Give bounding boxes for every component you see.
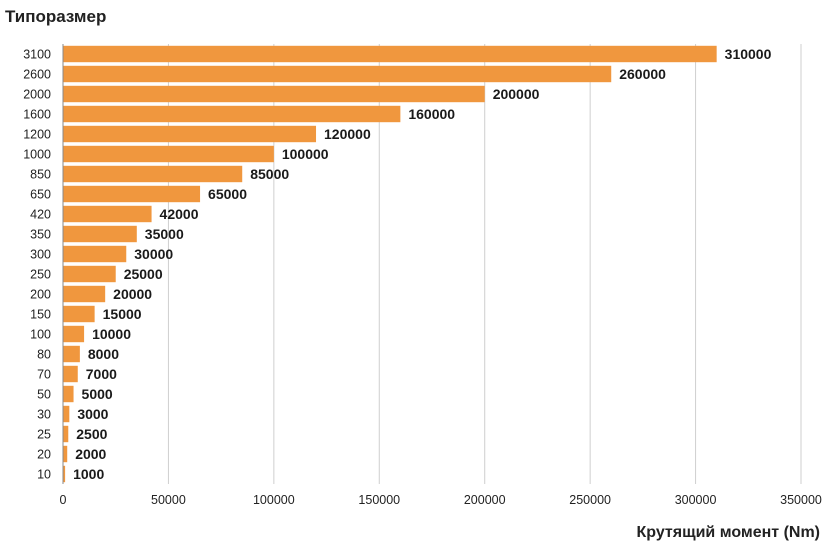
category-tick-label: 1000 [23,148,51,162]
x-axis-title: Крутящий момент (Nm) [636,524,820,541]
data-label: 35000 [145,226,184,242]
data-label: 42000 [160,206,199,222]
bar [63,185,201,203]
category-tick-label: 300 [30,248,51,262]
bar [63,445,68,463]
bar [63,165,243,183]
category-tick-label: 350 [30,228,51,242]
category-tick-label: 10 [37,468,51,482]
x-tick-label: 250000 [569,493,611,507]
bar [63,45,717,63]
category-tick-label: 650 [30,188,51,202]
category-tick-label: 2000 [23,88,51,102]
category-tick-label: 80 [37,348,51,362]
category-tick-label: 100 [30,328,51,342]
category-tick-label: 50 [37,388,51,402]
bar [63,105,401,123]
bar [63,425,69,443]
data-label: 200000 [493,86,540,102]
category-tick-label: 150 [30,308,51,322]
bar [63,145,274,163]
category-tick-label: 1600 [23,108,51,122]
data-label: 25000 [124,266,163,282]
category-tick-label: 1200 [23,128,51,142]
data-label: 160000 [408,106,455,122]
category-tick-label: 30 [37,408,51,422]
bar [63,225,137,243]
category-tick-label: 25 [37,428,51,442]
x-tick-label: 150000 [358,493,400,507]
data-label: 30000 [134,246,173,262]
data-label: 1000 [73,466,104,482]
category-tick-label: 200 [30,288,51,302]
category-tick-label: 420 [30,208,51,222]
x-tick-label: 0 [60,493,67,507]
bar [63,265,116,283]
category-tick-label: 20 [37,448,51,462]
data-label: 85000 [250,166,289,182]
data-label: 20000 [113,286,152,302]
data-label: 65000 [208,186,247,202]
bar [63,405,70,423]
bar [63,285,106,303]
x-tick-label: 300000 [675,493,717,507]
bars [63,45,717,483]
category-tick-label: 250 [30,268,51,282]
data-label: 15000 [103,306,142,322]
bar [63,365,78,383]
data-label: 2000 [75,446,106,462]
data-label: 2500 [76,426,107,442]
category-tick-label: 2600 [23,68,51,82]
x-tick-label: 100000 [253,493,295,507]
category-tick-label: 70 [37,368,51,382]
data-label: 10000 [92,326,131,342]
category-tick-label: 3100 [23,48,51,62]
data-label: 260000 [619,66,666,82]
bar [63,325,85,343]
data-label: 310000 [725,46,772,62]
data-label: 8000 [88,346,119,362]
bar [63,345,80,363]
bar [63,85,485,103]
bar [63,305,95,323]
data-label: 7000 [86,366,117,382]
x-tick-labels: 0 50000 100000 150000 200000 250000 300000 3500… [60,493,822,507]
bar [63,205,152,223]
bar [63,245,127,263]
data-label: 100000 [282,146,329,162]
category-tick-labels: 3100 2600 2000 1600 1200 1000 850 650 420 350 300 2… [23,48,51,482]
data-labels: 310000 260000 200000 160000 120000 100000 8500… [73,46,771,482]
x-tick-label: 350000 [780,493,822,507]
bar [63,385,74,403]
bar [63,125,317,143]
bar [63,65,612,83]
data-label: 120000 [324,126,371,142]
y-axis-title: Типоразмер [5,7,106,26]
data-label: 3000 [77,406,108,422]
data-label: 5000 [82,386,113,402]
x-tick-label: 200000 [464,493,506,507]
bar [63,465,66,483]
x-tick-label: 50000 [151,493,186,507]
category-tick-label: 850 [30,168,51,182]
